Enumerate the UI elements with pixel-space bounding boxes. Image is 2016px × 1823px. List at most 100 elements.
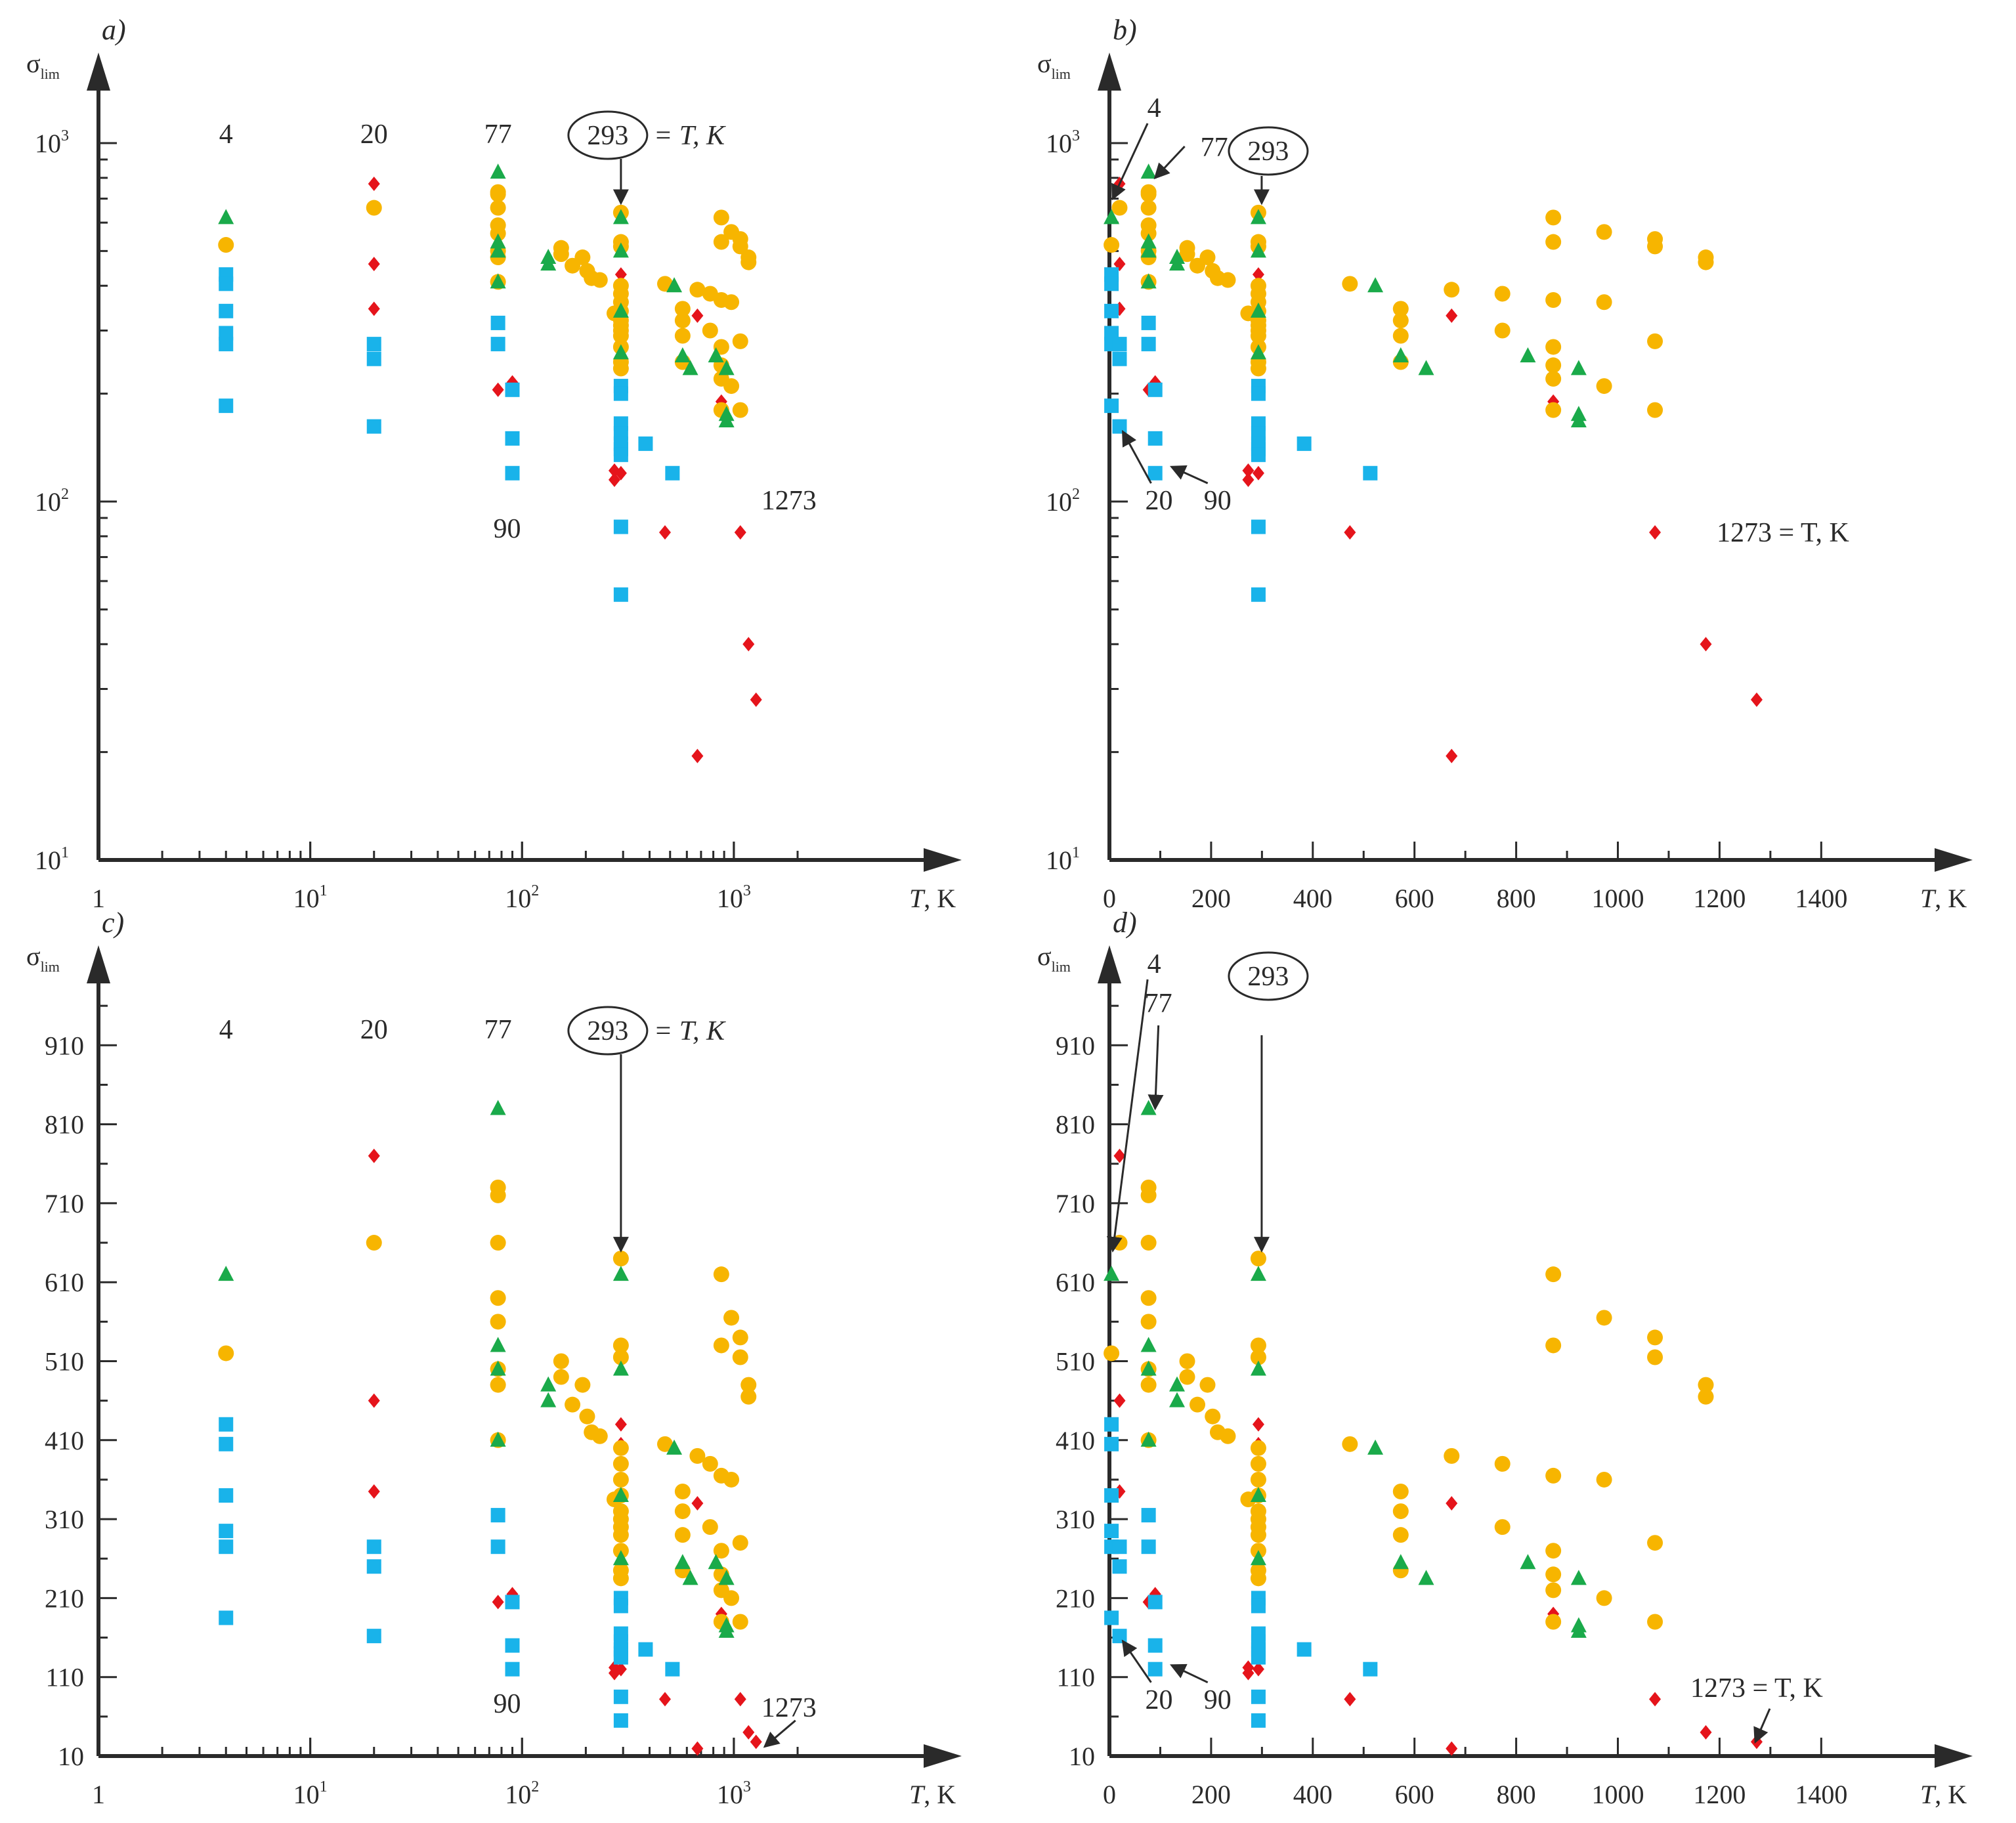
circled-293-outline [567,1006,649,1056]
data-point-yellow [1545,1566,1562,1583]
x-tick-label: 1400 [1795,884,1847,913]
data-point-red [1344,1692,1356,1707]
data-point-green [218,1266,234,1281]
y-tick-label: 510 [45,1347,84,1377]
data-point-green [1392,1554,1409,1570]
circled-293-label: 293 [1247,962,1289,992]
data-point-yellow [732,1614,748,1630]
data-point-yellow [656,1436,673,1452]
data-point-red [1446,1741,1458,1756]
data-point-yellow [1199,249,1216,266]
y-axis-arrow [1098,945,1121,983]
data-point-blue [366,1539,381,1555]
data-point-yellow [366,1235,382,1251]
x-tick-sup: 2 [531,882,539,899]
data-point-red [691,308,704,323]
data-point-green [612,344,629,360]
data-point-yellow [1545,234,1562,250]
data-point-yellow [1545,339,1562,355]
data-point-yellow [1111,200,1128,216]
data-point-yellow [674,1503,691,1520]
data-point-green [540,1392,557,1407]
data-point-blue [1297,1642,1312,1657]
temp-label-77: 77 [1201,133,1228,163]
data-point-blue [1147,1662,1163,1677]
data-point-blue [366,351,381,366]
x-tick-label: 800 [1497,1780,1536,1809]
data-point-yellow [1342,1436,1358,1452]
x-axis-title: T, K [909,1780,956,1809]
data-point-yellow [1392,1503,1409,1520]
temp-label-20: 20 [1145,486,1172,516]
x-axis-title: T, K [1920,1780,1967,1809]
data-point-yellow [1392,328,1409,344]
data-point-yellow [612,360,629,377]
y-tick-sup: 3 [1072,127,1080,144]
data-point-yellow [1220,1428,1236,1444]
x-axis-title: T, K [909,884,956,913]
data-point-yellow [689,1448,706,1464]
data-point-blue [1363,1662,1378,1677]
data-point-green [1250,209,1266,225]
data-point-yellow [574,1377,591,1393]
data-point-yellow [490,225,506,242]
y-axis-arrow [87,53,110,91]
y-tick-label: 103 [1046,127,1080,158]
data-point-yellow [1647,402,1663,418]
temp-label-77: 77 [1145,989,1172,1019]
data-point-blue [1251,519,1266,534]
data-point-yellow [1545,1543,1562,1559]
data-point-green [1570,360,1587,375]
data-point-blue [219,1417,234,1432]
data-point-yellow [674,312,691,329]
data-point-yellow [1596,378,1612,395]
data-point-green [1392,347,1409,363]
temp-label-77: 77 [484,119,512,150]
y-tick-label: 710 [1056,1189,1095,1218]
circled-293-label: 293 [587,121,628,151]
data-point-green [218,209,234,225]
chart-panel-b: 0 200 400 600 800 1000 1200 1400 101 102 103 σlim T,… [1037,14,1973,913]
data-point-blue [613,587,628,602]
data-point-blue [366,337,381,352]
data-point-blue [1104,326,1119,341]
data-point-green [708,1554,724,1570]
data-point-blue [1147,431,1163,446]
data-point-blue [613,1689,628,1704]
data-point-red [614,465,627,481]
data-point-blue [613,1650,628,1665]
x-axis-title-unit: , K [924,1780,956,1809]
data-point-blue [1104,398,1119,414]
data-point-yellow [1545,1337,1562,1354]
data-point-yellow [591,272,608,288]
panel-label: d) [1113,907,1137,939]
data-point-red [1252,267,1264,282]
data-point-yellow [612,1570,629,1587]
data-point-yellow [1220,272,1236,288]
data-point-yellow [1545,291,1562,308]
data-point-blue [1112,1539,1127,1555]
x-tick-label: 1200 [1693,884,1746,913]
data-point-blue [490,1539,505,1555]
data-point-green [1140,1337,1157,1352]
data-point-red [691,1741,704,1756]
data-point-yellow [1545,1467,1562,1484]
data-point-blue [613,1598,628,1614]
data-point-red [1700,1725,1712,1740]
data-point-yellow [723,294,740,311]
data-point-green [1140,273,1157,289]
data-point-blue [219,1539,234,1555]
data-point-yellow [713,209,729,226]
data-point-blue [638,1642,653,1657]
data-point-green [682,360,698,375]
data-point-yellow [1545,357,1562,374]
data-point-blue [1297,436,1312,451]
y-tick-label: 310 [1056,1505,1095,1534]
x-tick-label: 103 [717,882,751,913]
x-tick-label: 400 [1293,1780,1333,1809]
circled-293-outline [1228,951,1309,1001]
x-tick-label: 102 [505,882,539,913]
data-point-yellow [1179,246,1195,263]
y-tick-sup: 1 [1072,844,1080,861]
